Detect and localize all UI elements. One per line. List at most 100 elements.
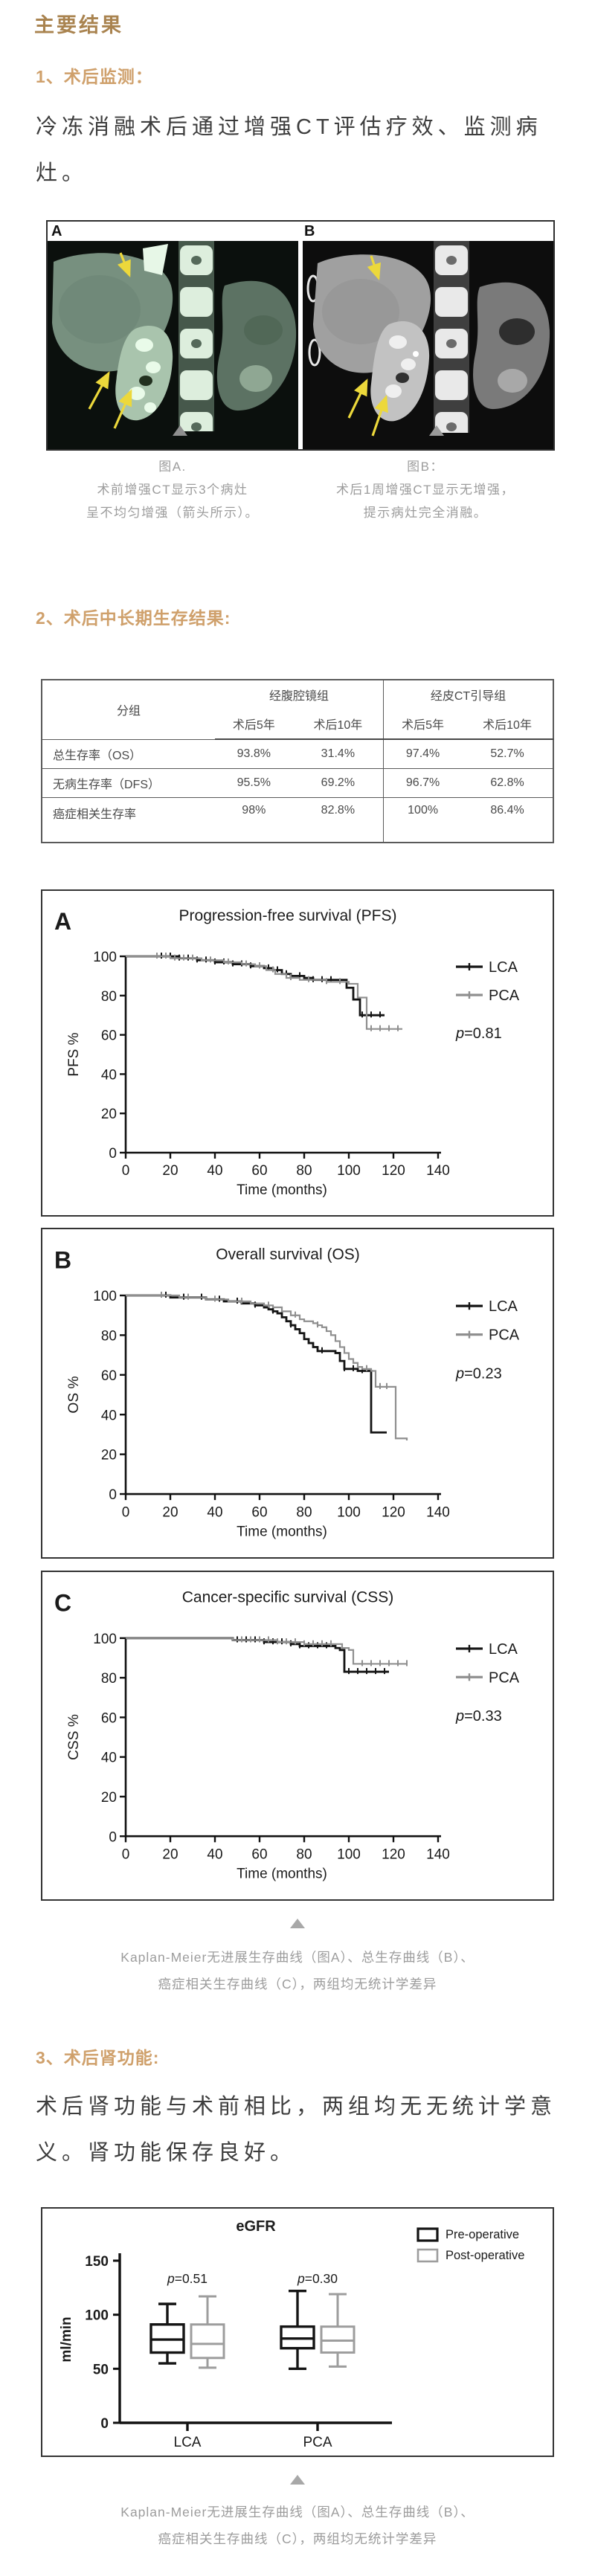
survival-table-body: 总生存率（OS） 93.8% 31.4% 97.4% 52.7% 无病生存率（DFS） 95… xyxy=(42,738,553,843)
svg-text:0: 0 xyxy=(122,1504,130,1520)
boxplot-egfr: eGFR 0 50 100 150 ml/min LCA p=0.51 PCA p=0.30 Pre… xyxy=(59,2218,524,2450)
survival-table: 分组 经腹腔镜组 经皮CT引导组 术后5年 术后10年 术后5年 术后10年 总… xyxy=(41,679,554,843)
page-title: 主要结果 xyxy=(34,14,123,37)
svg-text:80: 80 xyxy=(296,1504,312,1520)
svg-text:100: 100 xyxy=(93,1289,117,1304)
p-value: p=0.33 xyxy=(455,1708,502,1725)
table-subheader: 术后10年 xyxy=(292,709,384,740)
box-LCA-Post-operative xyxy=(190,2323,225,2360)
svg-text:120: 120 xyxy=(382,1163,405,1179)
svg-text:20: 20 xyxy=(162,1846,178,1862)
table-subheader: 术后10年 xyxy=(462,709,553,740)
svg-text:20: 20 xyxy=(101,1790,117,1806)
svg-text:40: 40 xyxy=(207,1163,222,1179)
svg-text:150: 150 xyxy=(85,2254,109,2270)
svg-text:0: 0 xyxy=(122,1846,130,1862)
chart-title: Overall survival (OS) xyxy=(216,1246,360,1263)
y-axis-label: ml/min xyxy=(59,2316,74,2362)
table-cell: 100% xyxy=(383,797,463,843)
legend-label: Post-operative xyxy=(446,2249,524,2262)
p-value: p=0.30 xyxy=(297,2271,338,2286)
legend-label: LCA xyxy=(489,959,518,976)
caption-arrow-icon xyxy=(290,1919,305,1928)
svg-text:60: 60 xyxy=(101,1710,117,1726)
chart-title: Progression-free survival (PFS) xyxy=(179,907,397,924)
svg-text:100: 100 xyxy=(85,2308,109,2324)
series-PCA xyxy=(126,1294,408,1440)
row-label: 癌症相关生存率 xyxy=(42,797,215,843)
svg-text:80: 80 xyxy=(101,1328,117,1344)
svg-text:40: 40 xyxy=(101,1751,117,1766)
svg-text:40: 40 xyxy=(207,1846,222,1862)
section3-heading: 3、术后肾功能: xyxy=(36,2048,160,2067)
row-label: 总生存率（OS） xyxy=(42,738,215,769)
lesion-arrows xyxy=(88,252,132,429)
svg-text:100: 100 xyxy=(337,1163,361,1179)
svg-text:0: 0 xyxy=(109,1829,117,1845)
svg-text:60: 60 xyxy=(101,1028,117,1044)
legend-label: LCA xyxy=(489,1641,518,1658)
table-cell: 69.2% xyxy=(292,768,384,798)
category-label: PCA xyxy=(303,2435,332,2450)
legend-label: PCA xyxy=(489,1669,520,1686)
ct-captions: 图A. 术前增强CT显示3个病灶 呈不均匀增强（箭头所示）。 图B： 术后1周增强CT… xyxy=(46,455,552,524)
ct-image-preop xyxy=(48,241,298,449)
table-subheader: 术后5年 xyxy=(383,709,463,740)
p-value: p=0.51 xyxy=(167,2271,208,2286)
table-cell: 62.8% xyxy=(462,768,553,798)
svg-text:20: 20 xyxy=(101,1107,117,1122)
p-value: p=0.23 xyxy=(455,1365,502,1382)
x-axis-label: Time (months) xyxy=(237,1867,327,1882)
svg-text:60: 60 xyxy=(251,1504,267,1520)
table-cell: 31.4% xyxy=(292,738,384,769)
table-cell: 86.4% xyxy=(462,797,553,843)
km-chart-pfs: A Progression-free survival (PFS) 0 20 40 60 8… xyxy=(54,907,520,1198)
table-cell: 98% xyxy=(215,797,293,843)
caption-a-line2: 术前增强CT显示3个病灶 xyxy=(97,483,248,497)
table-subheader: 术后5年 xyxy=(215,709,293,740)
section1-line1: 冷冻消融术后通过增强CT评估疗效、监测病 xyxy=(36,115,542,139)
svg-text:20: 20 xyxy=(162,1163,178,1179)
section1-heading: 1、术后监测： xyxy=(36,67,153,86)
bottom-caption: Kaplan-Meier无进展生存曲线（图A）、总生存曲线（B）、 癌症相关生存曲… xyxy=(0,2499,595,2552)
table-cell: 96.7% xyxy=(383,768,463,798)
bottom-caption-line2: 癌症相关生存曲线（C），两组均无统计学差异 xyxy=(158,2531,437,2546)
ct-panel-b-label: B xyxy=(304,223,315,239)
y-axis-label: OS % xyxy=(66,1376,82,1413)
lesion-arrows xyxy=(347,255,388,437)
svg-text:100: 100 xyxy=(93,1632,117,1647)
table-cell: 97.4% xyxy=(383,738,463,769)
svg-text:80: 80 xyxy=(101,989,117,1005)
svg-text:40: 40 xyxy=(101,1067,117,1083)
svg-text:120: 120 xyxy=(382,1504,405,1520)
svg-text:140: 140 xyxy=(426,1504,450,1520)
section1-line2: 灶。 xyxy=(36,161,89,185)
table-cell: 82.8% xyxy=(292,797,384,843)
table-cell: 52.7% xyxy=(462,738,553,769)
ct-caption-a: 图A. 术前增强CT显示3个病灶 呈不均匀增强（箭头所示）。 xyxy=(46,455,299,524)
table-cell: 93.8% xyxy=(215,738,293,769)
table-row: 癌症相关生存率 98% 82.8% 100% 86.4% xyxy=(42,797,553,843)
section2-heading: 2、术后中长期生存结果: xyxy=(36,608,231,628)
svg-text:60: 60 xyxy=(101,1368,117,1384)
section1-paragraph: 冷冻消融术后通过增强CT评估疗效、监测病 灶。 xyxy=(36,104,542,196)
legend-label: LCA xyxy=(489,1298,518,1315)
svg-text:100: 100 xyxy=(337,1504,361,1520)
ct-images xyxy=(48,241,553,449)
table-corner-header: 分组 xyxy=(116,705,141,718)
legend-label: PCA xyxy=(489,988,520,1004)
series-LCA xyxy=(126,1637,389,1673)
y-axis-label: PFS % xyxy=(66,1032,82,1076)
caption-b-line1: 图B： xyxy=(407,460,444,474)
table-group1-header: 经腹腔镜组 xyxy=(269,690,329,703)
svg-text:140: 140 xyxy=(426,1163,450,1179)
svg-text:100: 100 xyxy=(93,950,117,965)
table-cell: 95.5% xyxy=(215,768,293,798)
p-value: p=0.81 xyxy=(455,1025,502,1042)
row-label: 无病生存率（DFS） xyxy=(42,768,215,798)
caption-arrow-icon xyxy=(290,2475,305,2485)
svg-text:60: 60 xyxy=(251,1163,267,1179)
svg-text:140: 140 xyxy=(426,1846,450,1862)
svg-text:0: 0 xyxy=(122,1163,130,1179)
